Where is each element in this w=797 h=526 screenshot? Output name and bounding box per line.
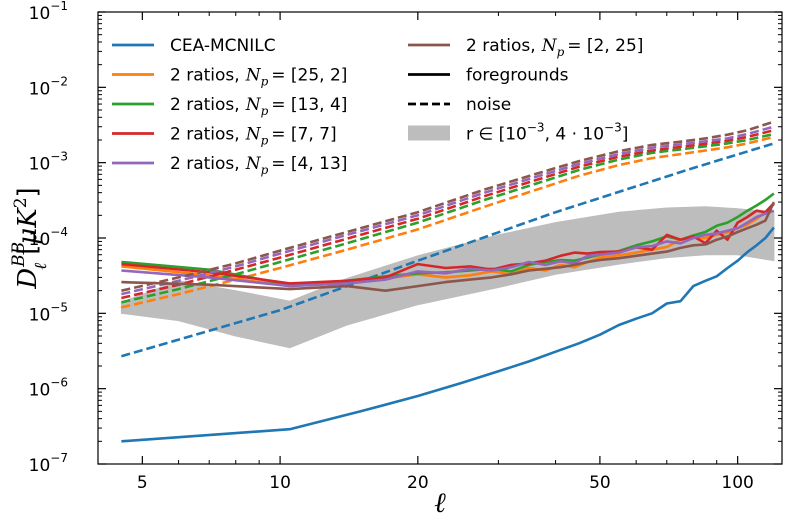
series-line-11-noise [121,120,775,292]
series-line-0-foregrounds [121,226,775,443]
y-tick-label: 10−7 [29,451,68,476]
legend-label: 2 ratios, Np = [25, 2] [170,66,347,89]
series-line-9-noise [121,125,775,296]
legend-entry: r ∈ [10−3, 4 · 10−3] [408,121,628,145]
y-tick-label: 10−6 [29,376,68,401]
series-line-1-noise [121,142,775,358]
x-axis-label: ℓ [434,486,446,519]
legend-label: 2 ratios, Np = [13, 4] [170,95,347,118]
legend-entry: 2 ratios, Np = [7, 7] [112,125,337,148]
legend-entry: 2 ratios, Np = [25, 2] [112,66,347,89]
legend-band-swatch [408,125,450,141]
legend-label: 2 ratios, Np = [7, 7] [170,125,337,148]
legend-entry: 2 ratios, Np = [13, 4] [112,95,347,118]
ticks-layer: 5 10 20 50 100 10−7 10−6 10−5 10−4 10−3 10−2 10−1 [29,0,782,493]
y-tick-label: 10−5 [29,300,68,325]
x-tick-label: 50 [589,473,611,493]
y-tick-label: 10−1 [29,0,68,24]
legend-label: 2 ratios, Np = [4, 13] [170,154,347,177]
legend-entry: noise [408,95,511,115]
legend-entry: foregrounds [408,66,569,86]
x-tick-label: 5 [137,473,148,493]
x-tick-label: 20 [407,473,429,493]
x-tick-label: 100 [721,473,753,493]
legend-entry: 2 ratios, Np = [4, 13] [112,154,347,177]
series-line-7-noise [121,128,775,300]
legend-label: noise [466,95,511,115]
x-tick-label: 10 [269,473,291,493]
legend-entry: CEA-MCNILC [112,36,276,56]
legend-entry: 2 ratios, Np = [2, 25] [408,36,643,59]
series-line-3-noise [121,135,775,309]
series-line-8-foregrounds [121,209,775,288]
y-tick-label: 10−4 [29,225,68,250]
series-line-5-noise [121,132,775,304]
series-line-10-foregrounds [121,201,776,292]
y-tick-label: 10−2 [29,74,68,99]
y-tick-label: 10−3 [29,150,68,175]
legend-label: CEA-MCNILC [170,36,276,56]
legend-label: r ∈ [10−3, 4 · 10−3] [466,121,628,145]
legend-label: 2 ratios, Np = [2, 25] [466,36,643,59]
legend: CEA-MCNILC 2 ratios, Np = [25, 2] 2 ratios, N… [112,36,643,177]
legend-label: foregrounds [466,66,569,86]
series-layer [121,120,776,443]
